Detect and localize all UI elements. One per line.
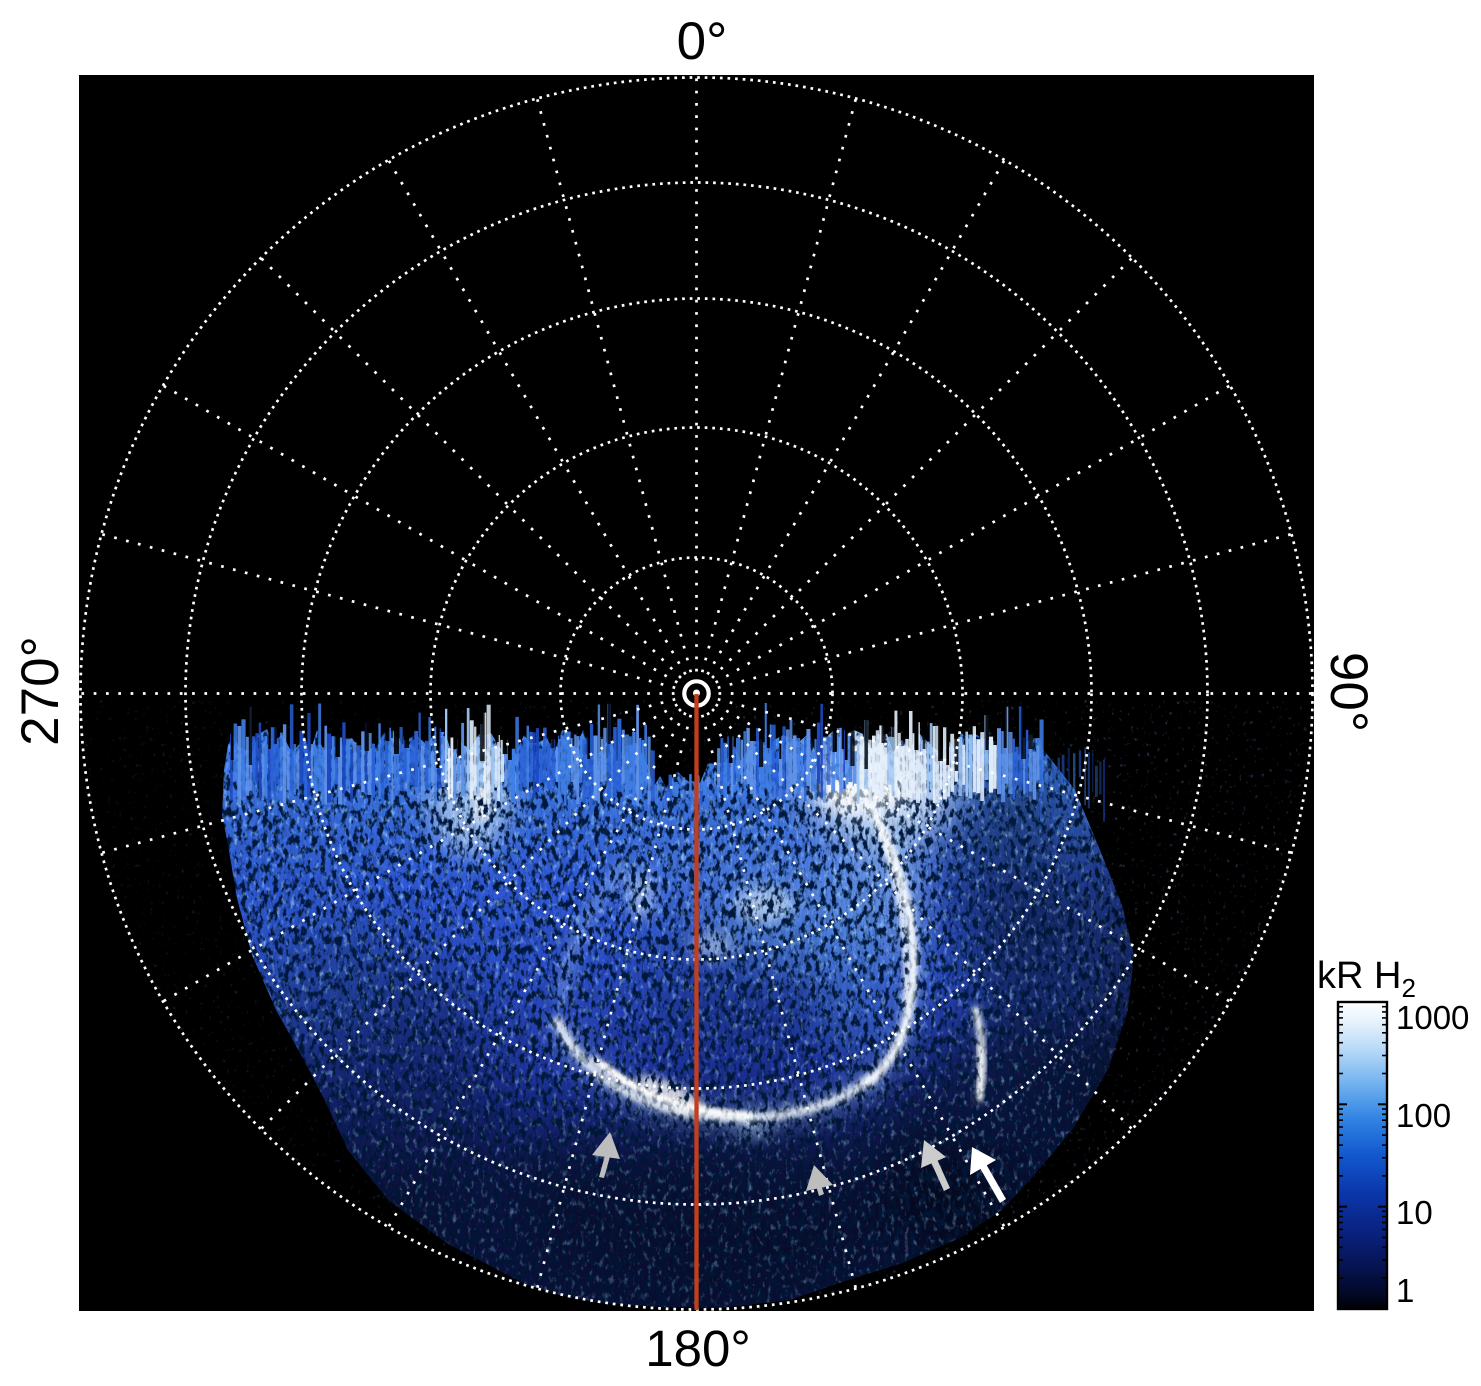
svg-text:180°: 180° (645, 1320, 751, 1377)
svg-text:kR H2: kR H2 (1317, 955, 1416, 1003)
svg-text:0°: 0° (677, 12, 728, 71)
svg-text:1: 1 (1396, 1272, 1414, 1309)
svg-text:270°: 270° (11, 636, 70, 746)
svg-text:100: 100 (1396, 1097, 1451, 1134)
svg-text:90°: 90° (1319, 652, 1378, 732)
svg-text:1000: 1000 (1396, 999, 1469, 1036)
svg-text:10: 10 (1396, 1194, 1433, 1231)
